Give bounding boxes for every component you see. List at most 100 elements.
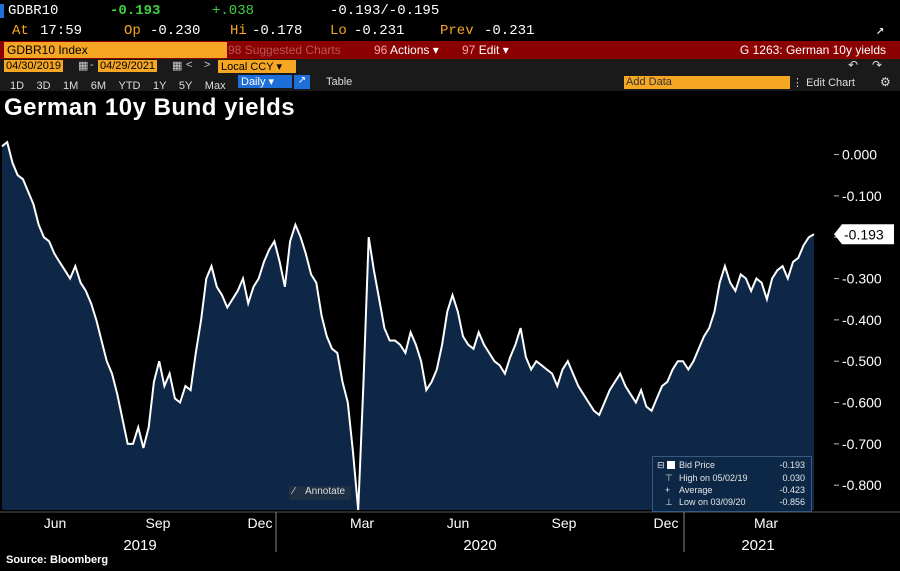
open-value: -0.230 [150,23,201,39]
yield-area [2,142,814,510]
add-data-field[interactable]: Add Data [624,76,790,89]
legend-low-row: ⊥ Low on 03/09/20 -0.856 [653,497,811,509]
x-tick-label: Mar [350,515,374,531]
edit-label: Edit [478,43,500,57]
date-bar: 04/30/2019 ▦ - 04/29/2021 ▦ < > Local CC… [0,59,900,74]
last-price: -0.193 [110,3,161,19]
line-chart-icon[interactable]: ↗ [294,75,310,89]
suggested-key: 98 [228,43,242,57]
edit-dropdown-icon: ▾ [502,43,509,57]
x-tick-label: Dec [654,515,679,531]
table-button[interactable]: Table [326,76,353,88]
edit-button[interactable]: 97 Edit ▾ [462,43,509,57]
legend-high-value: 0.030 [782,473,805,483]
legend-low-label: Low on 03/09/20 [679,497,746,507]
edit-chart-label: Edit Chart [806,77,855,89]
last-value-tag [834,224,894,245]
security-bar: GDBR10 Index 98 Suggested Charts 96 Acti… [0,41,900,59]
high-value: -0.178 [252,23,303,39]
bid-swatch [667,461,675,469]
range-5y[interactable]: 5Y [178,80,193,92]
ticker[interactable]: GDBR10 [8,3,59,19]
time-value: 17:59 [40,23,83,39]
y-tick-label: -0.400 [842,312,882,328]
x-tick-label: Sep [146,515,171,531]
ticker-marker [0,4,4,18]
calendar-icon-end[interactable]: ▦ [172,60,183,72]
quote-line-1: GDBR10 -0.193 +.038 -0.193/-0.195 [0,0,900,22]
popout-icon[interactable]: ↗ [876,23,885,39]
legend-average-row: + Average -0.423 [653,485,811,497]
suggested-charts-button[interactable]: 98 Suggested Charts [228,43,341,57]
source-note: Source: Bloomberg [6,554,109,566]
prev-period-icon[interactable]: < [186,59,193,71]
legend-box: ⊟ Bid Price -0.193 ⊤ High on 05/02/19 0.… [652,456,812,512]
legend-low-value: -0.856 [779,497,805,507]
x-tick-label: Jun [44,515,67,531]
prev-label: Prev [440,23,474,39]
undo-icon[interactable]: ↶ [848,58,859,72]
y-tick-label: 0.000 [842,147,877,163]
edit-key: 97 [462,43,476,57]
security-field[interactable]: GDBR10 Index [4,42,227,58]
range-1d[interactable]: 1D [10,80,25,92]
edit-chart-icon: ⋮ [792,77,803,89]
legend-bid-value: -0.193 [779,460,805,470]
actions-label: Actions [390,43,430,57]
actions-button[interactable]: 96 Actions ▾ [374,43,439,57]
x-tick-label: Sep [552,515,577,531]
low-value: -0.231 [354,23,405,39]
yield-line [1,140,815,511]
range-bar: 1D 3D 1M 6M YTD 1Y 5Y Max Daily ▾ ↗ Tabl… [0,58,900,94]
legend-high-label: High on 05/02/19 [679,473,748,483]
high-label: Hi [230,23,247,39]
collapse-icon[interactable]: ⊟ [657,460,665,470]
y-tick-label: -0.600 [842,395,882,411]
currency-select[interactable]: Local CCY ▾ [218,60,296,73]
open-label: Op [124,23,141,39]
range-ytd[interactable]: YTD [118,80,141,92]
y-tick-label: -0.300 [842,271,882,287]
yield-chart[interactable]: 0.000-0.100-0.200-0.300-0.400-0.500-0.60… [0,130,900,570]
y-tick-label: -0.500 [842,353,882,369]
frequency-select[interactable]: Daily ▾ [238,75,292,88]
range-buttons: 1D 3D 1M 6M YTD 1Y 5Y Max [6,76,230,94]
low-marker-icon: ⊥ [665,497,673,507]
x-tick-label: Mar [754,515,778,531]
range-max[interactable]: Max [204,80,226,92]
chart-title: German 10y Bund yields [4,94,296,121]
range-1m[interactable]: 1M [63,80,79,92]
high-marker-icon: ⊤ [665,473,673,483]
currency-dropdown-icon: ▾ [276,61,282,73]
x-tick-label: Dec [248,515,273,531]
range-6m[interactable]: 6M [90,80,107,92]
y-tick-label: -0.800 [842,477,882,493]
end-date-field[interactable]: 04/29/2021 [98,60,158,72]
actions-key: 96 [374,43,388,57]
redo-icon[interactable]: ↷ [872,58,883,72]
legend-average-value: -0.423 [779,485,805,495]
year-label: 2020 [463,537,496,554]
frequency-dropdown-icon: ▾ [268,76,275,88]
next-period-icon[interactable]: > [204,59,211,71]
annotate-icon: ∕ [293,486,295,497]
suggested-label: Suggested Charts [244,43,341,57]
x-tick-label: Jun [447,515,470,531]
last-value-label: -0.193 [844,226,884,242]
range-1y[interactable]: 1Y [152,80,167,92]
date-separator: - [90,59,94,71]
bid-ask: -0.193/-0.195 [330,3,440,19]
start-date-field[interactable]: 04/30/2019 [4,60,64,72]
legend-bid-row: ⊟ Bid Price -0.193 [653,460,811,472]
average-marker-icon: + [665,485,671,495]
net-change: +.038 [212,3,255,19]
edit-chart-button[interactable]: ⋮ Edit Chart [792,76,855,89]
calendar-icon-start[interactable]: ▦ [78,60,89,72]
currency-label: Local CCY [221,61,274,73]
low-label: Lo [330,23,347,39]
legend-high-row: ⊤ High on 05/02/19 0.030 [653,473,811,485]
range-3d[interactable]: 3D [36,80,51,92]
settings-icon[interactable]: ⚙ [880,75,891,89]
annotate-button[interactable]: ∕ Annotate [289,486,351,500]
year-label: 2021 [741,537,774,554]
